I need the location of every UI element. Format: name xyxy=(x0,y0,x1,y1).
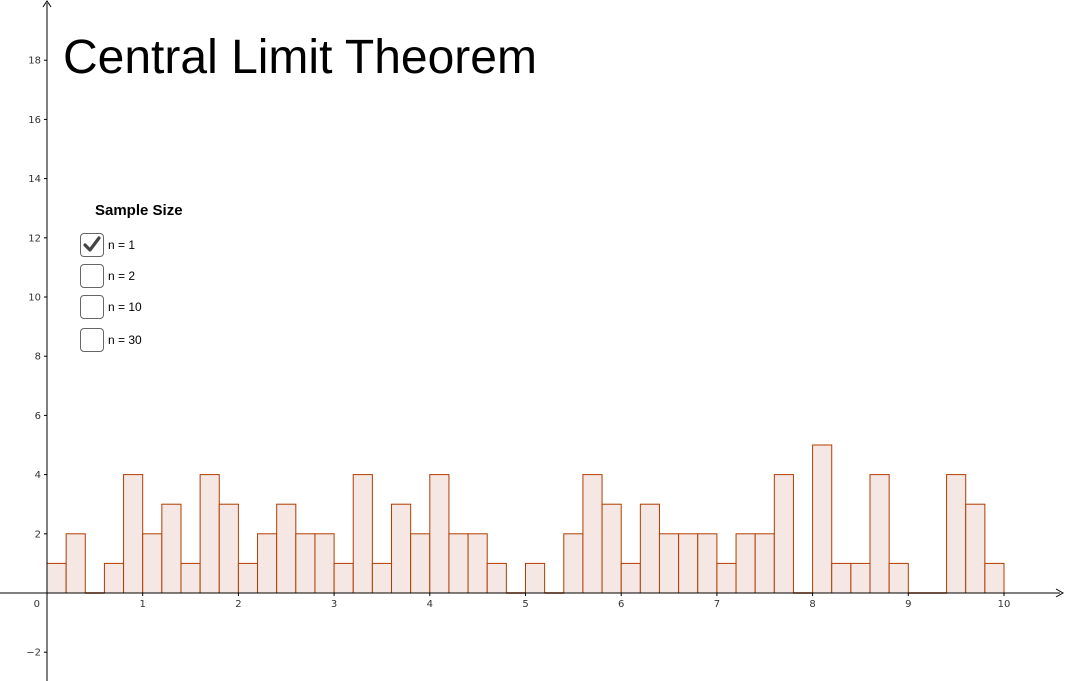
checkbox-box[interactable] xyxy=(80,264,104,288)
histogram-bar xyxy=(869,474,890,594)
histogram-bar xyxy=(773,474,794,594)
check-icon xyxy=(83,236,101,252)
histogram-bar xyxy=(812,444,833,594)
histogram-bar xyxy=(448,533,469,594)
histogram-bar xyxy=(391,503,412,594)
x-axis-arrow xyxy=(1055,588,1065,598)
x-tick-label: 6 xyxy=(618,599,624,610)
histogram-bar xyxy=(984,562,1005,594)
checkbox-label: n = 1 xyxy=(108,238,136,252)
x-tick-label: 7 xyxy=(714,599,720,610)
histogram-bar xyxy=(467,533,488,594)
y-tick-label: 4 xyxy=(35,470,41,481)
x-tick-label: 10 xyxy=(998,599,1011,610)
histogram-bar xyxy=(199,474,220,594)
checkbox-n1[interactable]: n = 1 xyxy=(80,233,135,257)
histogram-bar xyxy=(295,533,316,594)
checkbox-box[interactable] xyxy=(80,328,104,352)
histogram-bar xyxy=(525,562,546,594)
x-tick-label: 5 xyxy=(522,599,528,610)
y-tick-label: 16 xyxy=(28,115,41,126)
x-tick-label: 2 xyxy=(235,599,241,610)
y-tick-label: 18 xyxy=(28,56,41,67)
histogram-bar xyxy=(563,533,584,594)
y-tick-label: 14 xyxy=(28,174,41,185)
y-tick-label: 10 xyxy=(28,293,41,304)
histogram-bar xyxy=(103,562,125,594)
histogram-bar xyxy=(582,474,603,594)
y-tick-label: 6 xyxy=(35,411,41,422)
checkbox-n30[interactable]: n = 30 xyxy=(80,328,142,352)
histogram-bar xyxy=(735,533,756,594)
histogram-bar xyxy=(314,533,335,594)
histogram-bar xyxy=(161,503,182,594)
checkbox-box[interactable] xyxy=(80,295,104,319)
y-tick-label: 2 xyxy=(35,529,41,540)
histogram-bar xyxy=(601,503,622,594)
histogram-bar xyxy=(123,474,144,594)
x-tick-label: 9 xyxy=(905,599,911,610)
histogram-bar xyxy=(946,474,967,594)
histogram-bar xyxy=(333,562,354,594)
histogram-bar xyxy=(697,533,718,594)
histogram-bar xyxy=(716,562,737,594)
checkbox-n2[interactable]: n = 2 xyxy=(80,264,135,288)
histogram-bar xyxy=(620,562,641,594)
histogram-bar xyxy=(831,562,852,594)
x-tick-label: 4 xyxy=(427,599,433,610)
histogram-bar xyxy=(888,562,909,594)
checkbox-label: n = 30 xyxy=(108,333,142,347)
checkbox-label: n = 10 xyxy=(108,300,142,314)
histogram-bar xyxy=(658,533,680,594)
y-axis-arrow xyxy=(42,0,52,8)
histogram-bar xyxy=(257,533,278,594)
origin-label: 0 xyxy=(34,599,40,610)
histogram-bar xyxy=(965,503,986,594)
histogram-bars xyxy=(46,444,1005,594)
histogram-bar xyxy=(850,562,871,594)
y-tick-label: 12 xyxy=(28,233,41,244)
histogram-bar xyxy=(65,533,86,594)
checkbox-label: n = 2 xyxy=(108,269,136,283)
x-tick-label: 8 xyxy=(809,599,815,610)
histogram-bar xyxy=(410,533,431,594)
histogram-bar xyxy=(180,562,201,594)
histogram-bar xyxy=(639,503,660,594)
histogram-bar xyxy=(678,533,699,594)
histogram-bar xyxy=(237,562,259,594)
checkbox-n10[interactable]: n = 10 xyxy=(80,295,142,319)
histogram-bar xyxy=(371,562,393,594)
histogram-bar xyxy=(142,533,163,594)
histogram-bar xyxy=(429,474,450,594)
sample-size-heading: Sample Size xyxy=(95,202,183,219)
x-tick-label: 1 xyxy=(140,599,146,610)
histogram-bar xyxy=(754,533,775,594)
histogram-bar xyxy=(486,562,507,594)
y-tick-label: −2 xyxy=(26,648,41,659)
x-tick-label: 3 xyxy=(331,599,337,610)
y-tick-label: 8 xyxy=(35,352,41,363)
histogram-bar xyxy=(352,474,373,594)
page-title: Central Limit Theorem xyxy=(63,31,537,84)
histogram-bar xyxy=(276,503,297,594)
histogram-bar xyxy=(46,562,67,594)
histogram-bar xyxy=(218,503,239,594)
checkbox-box[interactable] xyxy=(80,233,104,257)
